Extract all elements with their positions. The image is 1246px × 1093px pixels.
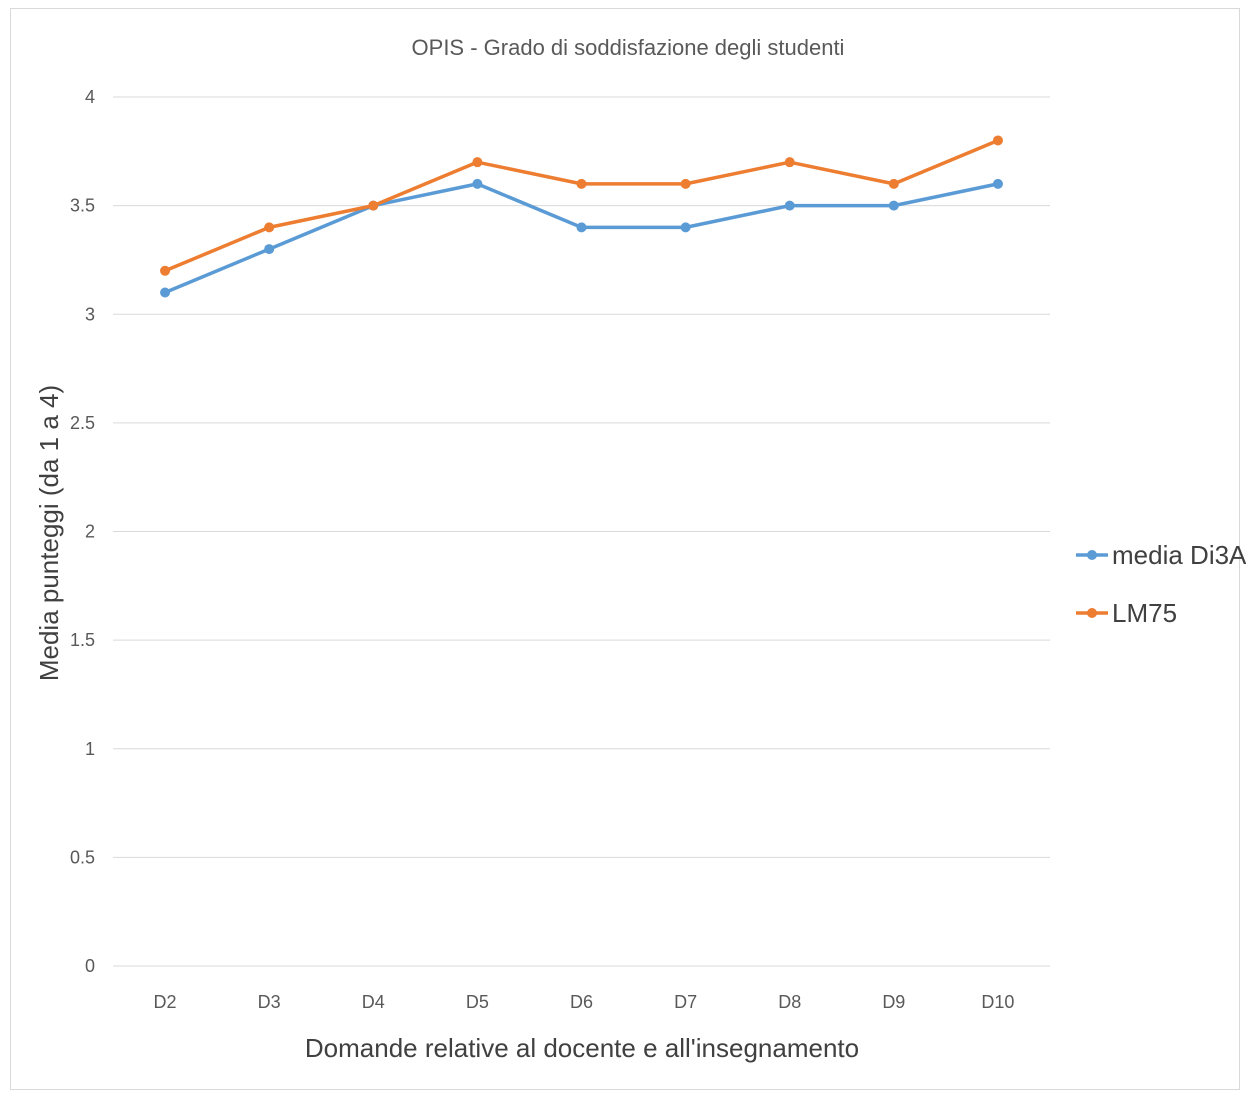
legend-label: media Di3A [1112, 540, 1246, 570]
y-axis-title: Media punteggi (da 1 a 4) [34, 385, 64, 681]
series-1 [160, 178, 1003, 298]
data-point [368, 200, 379, 211]
data-point [992, 135, 1003, 146]
data-point [576, 178, 587, 189]
data-point [472, 178, 483, 189]
data-point [992, 178, 1003, 189]
data-point [784, 157, 795, 168]
y-axis-ticks: 0 0.5 1 1.5 2 2.5 3 3.5 4 [70, 87, 95, 976]
y-tick-label: 0 [85, 956, 95, 976]
data-point [160, 265, 171, 276]
x-tick-label: D3 [258, 992, 281, 1012]
x-tick-label: D8 [778, 992, 801, 1012]
legend: media Di3A LM75 [1076, 540, 1246, 628]
data-point [160, 287, 171, 298]
y-tick-label: 1.5 [70, 630, 95, 650]
data-point [888, 200, 899, 211]
y-tick-label: 2 [85, 522, 95, 542]
y-tick-label: 0.5 [70, 847, 95, 867]
y-tick-label: 3 [85, 304, 95, 324]
legend-marker [1087, 550, 1097, 560]
series-line [164, 182, 999, 295]
data-point [472, 157, 483, 168]
series-2 [160, 135, 1003, 276]
series-layer [160, 135, 1003, 298]
gridlines [113, 96, 1050, 967]
x-tick-label: D9 [882, 992, 905, 1012]
y-tick-label: 1 [85, 739, 95, 759]
data-point [680, 178, 691, 189]
x-tick-label: D10 [981, 992, 1014, 1012]
legend-label: LM75 [1112, 598, 1177, 628]
legend-item: media Di3A [1076, 540, 1246, 570]
data-point [264, 222, 275, 233]
legend-item: LM75 [1076, 598, 1177, 628]
data-point [680, 222, 691, 233]
y-tick-label: 2.5 [70, 413, 95, 433]
chart-frame [10, 8, 1240, 1090]
x-tick-label: D4 [362, 992, 385, 1012]
y-tick-label: 4 [85, 87, 95, 107]
data-point [888, 178, 899, 189]
y-tick-label: 3.5 [70, 196, 95, 216]
chart-title: OPIS - Grado di soddisfazione degli stud… [412, 35, 845, 60]
data-point [264, 244, 275, 255]
x-axis-ticks: D2 D3 D4 D5 D6 D7 D8 D9 D10 [154, 992, 1015, 1012]
data-point [784, 200, 795, 211]
x-tick-label: D5 [466, 992, 489, 1012]
x-tick-label: D7 [674, 992, 697, 1012]
x-tick-label: D6 [570, 992, 593, 1012]
x-axis-title: Domande relative al docente e all'insegn… [305, 1033, 859, 1063]
x-tick-label: D2 [154, 992, 177, 1012]
legend-marker [1087, 608, 1097, 618]
data-point [576, 222, 587, 233]
